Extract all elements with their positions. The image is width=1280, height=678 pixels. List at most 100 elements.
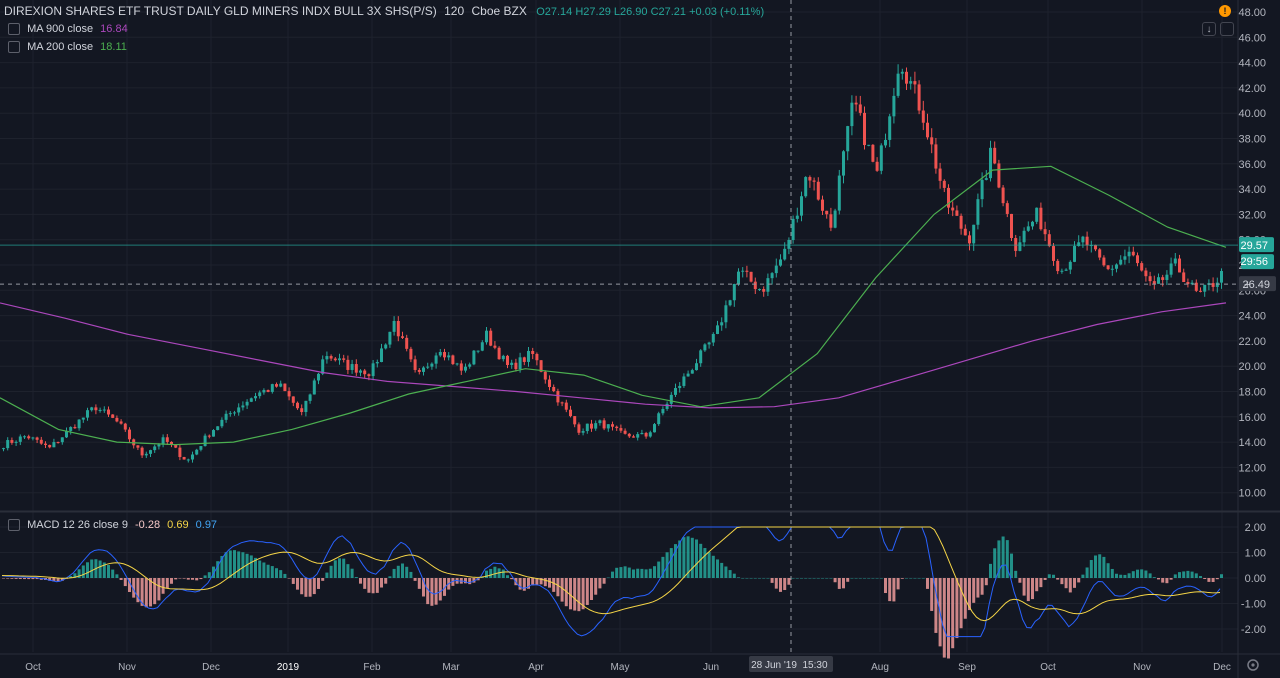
macd-bar (493, 566, 497, 578)
macd-bar (598, 578, 602, 589)
candle-body (917, 84, 921, 111)
candle-body (308, 394, 312, 401)
macd-bar (699, 543, 703, 578)
price-tick-label: 20.00 (1238, 361, 1266, 373)
candle-body (997, 163, 1001, 188)
macd-bar (401, 563, 404, 578)
candle-body (1220, 271, 1223, 283)
macd-bar (800, 578, 803, 579)
macd-bar (346, 564, 350, 578)
candle-body (720, 322, 724, 326)
macd-bar (69, 575, 73, 578)
candle-body (947, 187, 950, 208)
macd-bar (766, 578, 770, 579)
ma900-line (0, 302, 1227, 409)
macd-bar (888, 578, 892, 602)
macd-bar (102, 562, 106, 578)
candle-body (321, 359, 325, 374)
last-price-badge (1239, 237, 1274, 253)
candle-body (758, 289, 761, 291)
settings-gear-icon[interactable] (1247, 659, 1259, 671)
candle-body (27, 436, 31, 439)
macd-bar (300, 578, 304, 595)
macd-bar (380, 578, 383, 588)
download-icon[interactable]: ↓ (1202, 22, 1216, 36)
candle-body (90, 407, 94, 411)
candle-body (989, 147, 992, 179)
visibility-toggle-icon[interactable] (8, 41, 20, 54)
candle-body (968, 235, 971, 244)
candle-body (787, 239, 791, 249)
macd-bar (338, 558, 341, 578)
macd-bar (913, 578, 917, 579)
macd-bar (1106, 563, 1110, 578)
macd-bar (329, 565, 333, 578)
macd-bar (241, 552, 245, 578)
candle-body (896, 73, 900, 96)
macd-bar (1031, 578, 1034, 600)
macd-bar (947, 578, 950, 659)
macd-value-3: 0.97 (195, 519, 218, 531)
candle-body (905, 71, 908, 84)
candle-body (266, 390, 270, 392)
macd-bar (98, 560, 102, 578)
macd-bar (606, 577, 610, 579)
candle-body (426, 366, 430, 368)
macd-bar (779, 578, 782, 592)
candle-body (732, 284, 736, 301)
candle-body (959, 215, 963, 229)
candle-body (951, 207, 955, 211)
candle-body (993, 147, 997, 164)
candle-body (388, 331, 392, 345)
macd-bar (732, 573, 736, 578)
candle-body (207, 435, 211, 437)
macd-bar (123, 578, 127, 587)
candle-body (808, 177, 812, 181)
candle-body (1014, 238, 1018, 251)
candle-body (770, 273, 774, 279)
macd-bar (1073, 578, 1076, 588)
macd-bar (657, 561, 661, 578)
macd-bar (485, 570, 488, 578)
candle-body (892, 95, 896, 117)
candle-body (287, 391, 291, 397)
candle-body (422, 367, 425, 372)
candle-body (682, 376, 686, 386)
candle-body (73, 427, 77, 429)
candle-body (212, 430, 215, 437)
candle-body (48, 444, 52, 448)
candle-body (144, 453, 148, 456)
candle-body (1085, 236, 1089, 246)
candle-body (1211, 283, 1215, 287)
macd-bar (875, 578, 879, 579)
candle-body (296, 402, 299, 409)
macd-bar (262, 562, 266, 578)
symbol-legend[interactable]: DIREXION SHARES ETF TRUST DAILY GLD MINE… (4, 4, 764, 18)
candle-body (1148, 276, 1152, 282)
visibility-toggle-icon[interactable] (8, 23, 20, 36)
macd-bar (128, 578, 131, 593)
macd-bar (1039, 578, 1043, 588)
macd-legend[interactable]: MACD 12 26 close 9 -0.28 0.69 0.97 (8, 519, 218, 532)
refresh-icon[interactable] (1220, 22, 1234, 36)
candle-body (86, 410, 89, 418)
candle-body (375, 362, 379, 364)
price-tick-label: 42.00 (1238, 83, 1266, 95)
visibility-toggle-icon[interactable] (8, 519, 20, 532)
candle-body (1005, 203, 1009, 214)
macd-bar (254, 557, 257, 578)
candle-body (674, 388, 677, 395)
ma200-legend[interactable]: MA 200 close 18.11 (8, 41, 127, 54)
price-tick-label: 12.00 (1238, 462, 1266, 474)
alert-icon[interactable]: ! (1219, 5, 1231, 17)
candle-body (346, 359, 350, 370)
macd-bar (1001, 536, 1005, 578)
macd-bar (1014, 570, 1018, 578)
candle-body (632, 436, 635, 438)
candle-body (762, 289, 766, 292)
candle-body (863, 112, 866, 146)
candle-body (548, 379, 551, 387)
ma900-legend[interactable]: MA 900 close 16.84 (8, 23, 128, 36)
candle-body (955, 210, 959, 216)
